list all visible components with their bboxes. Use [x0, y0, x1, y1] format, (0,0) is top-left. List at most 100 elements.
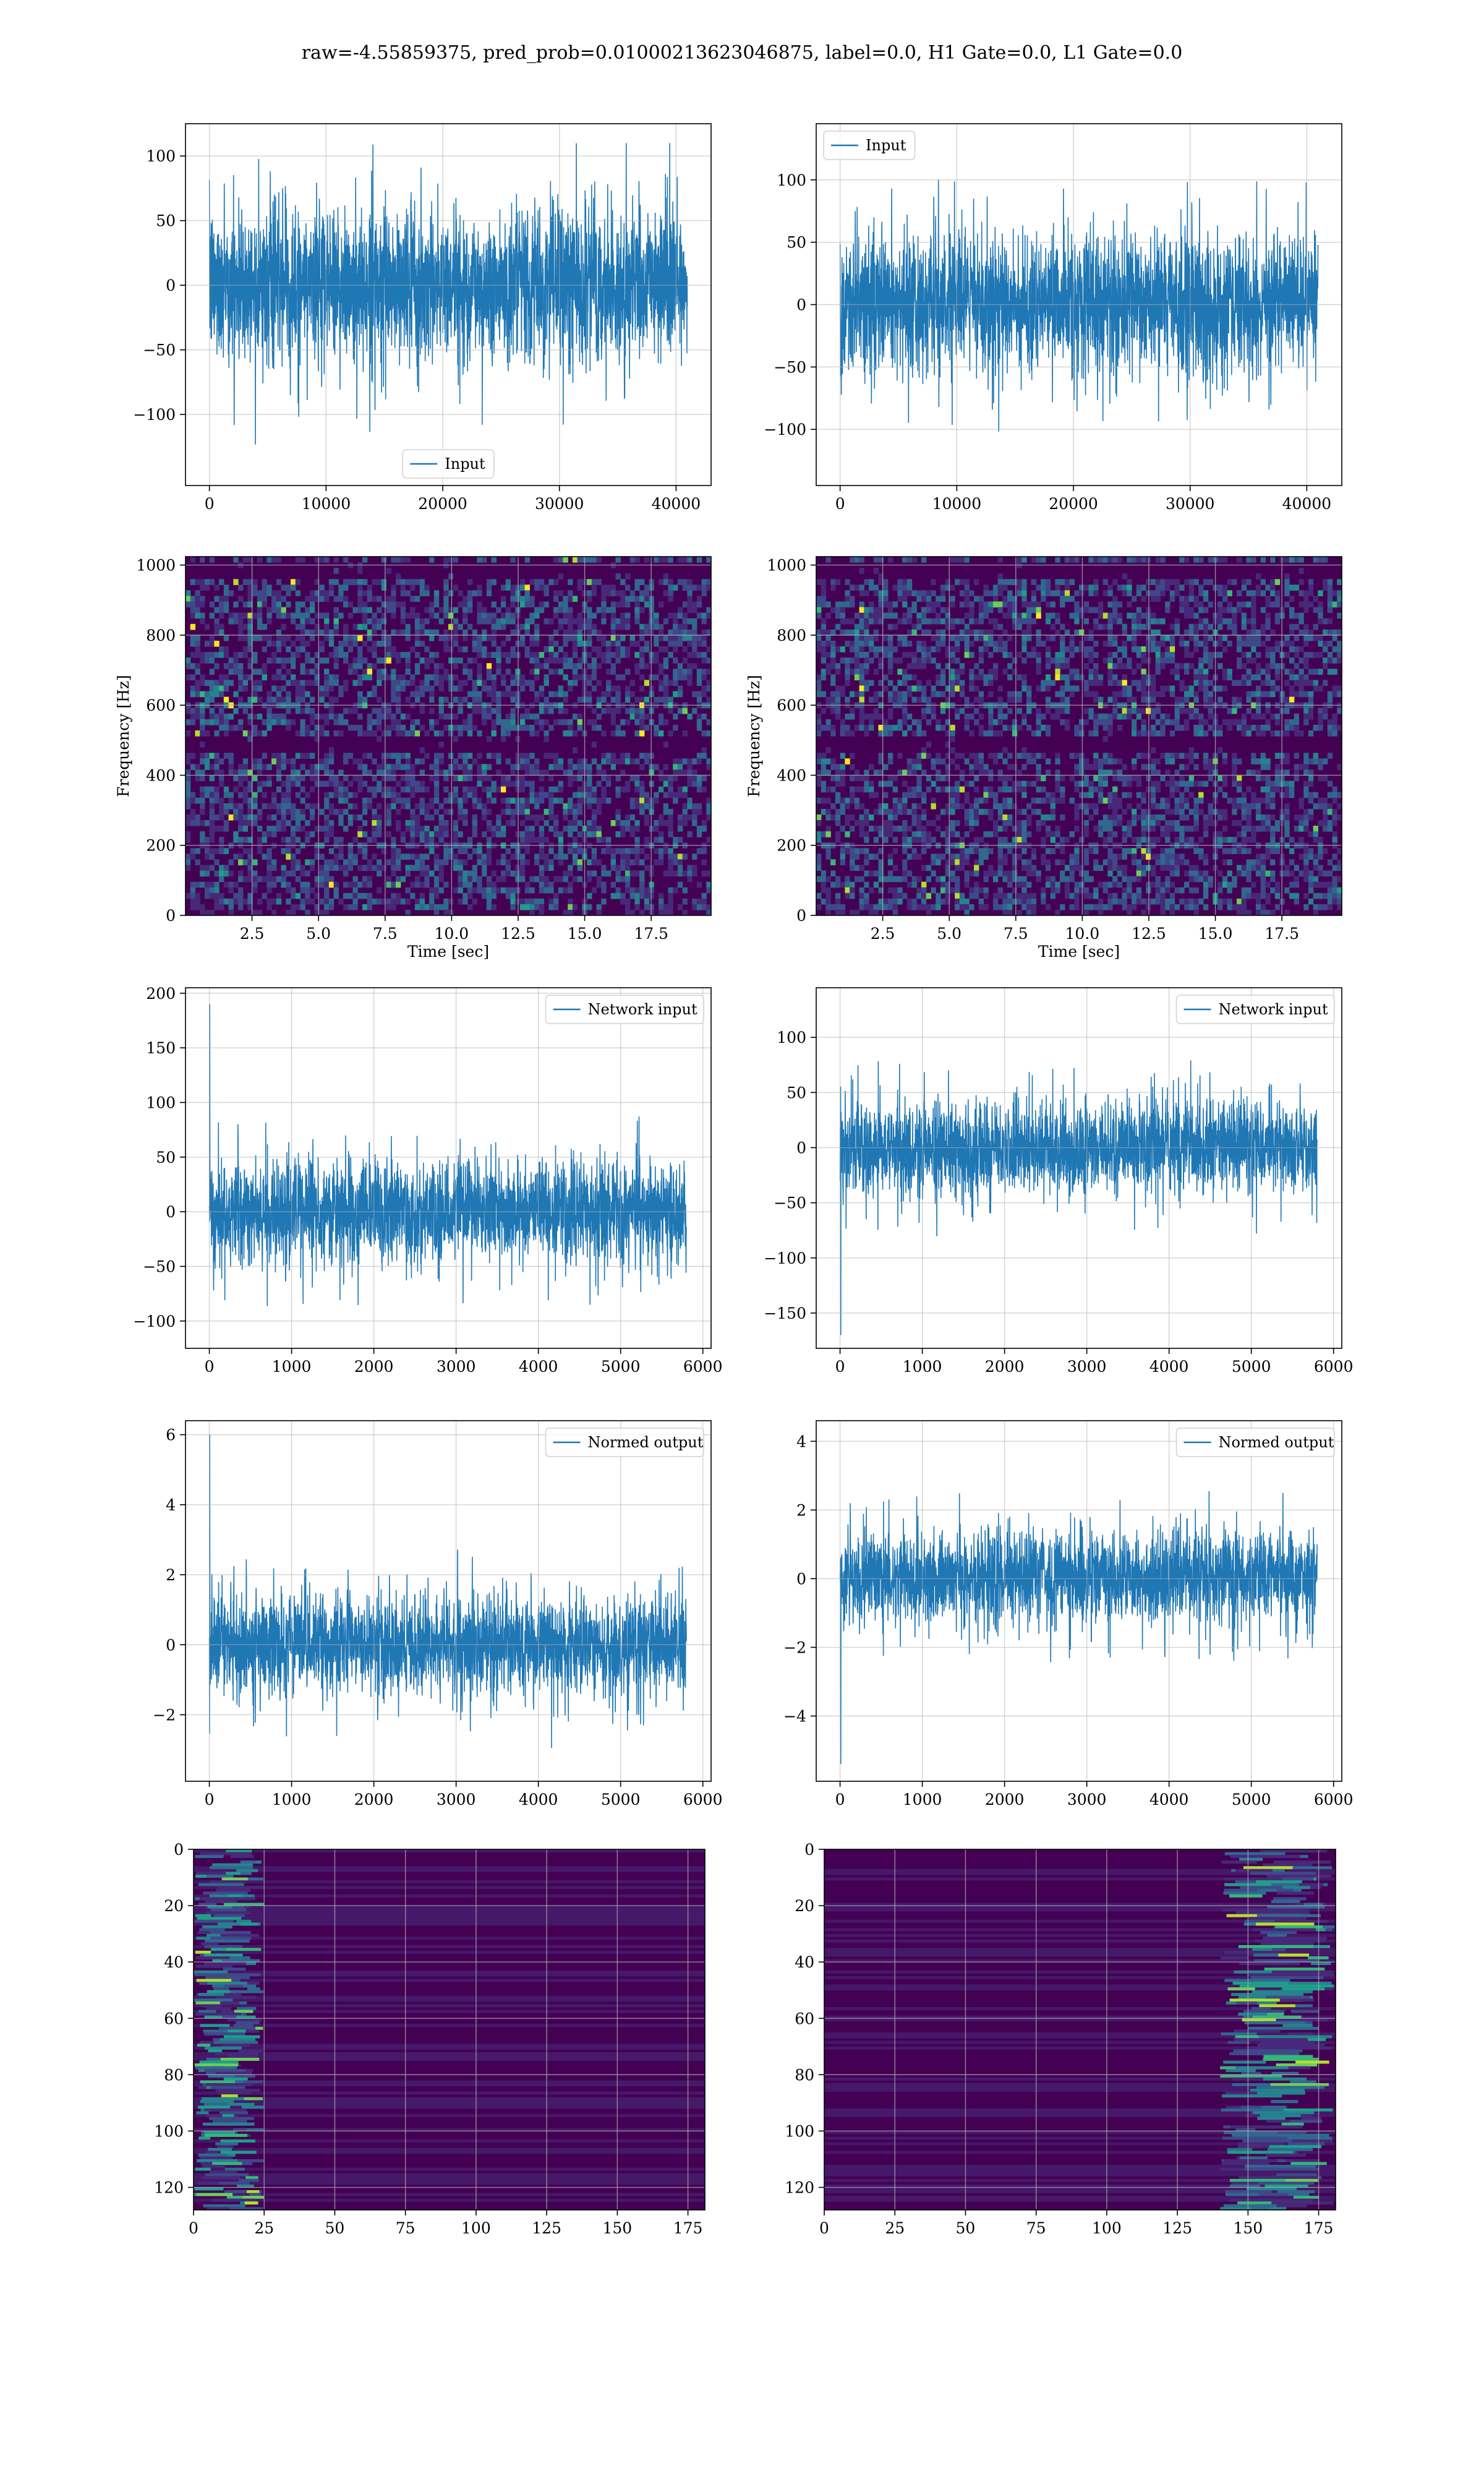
heatmap-cell	[333, 652, 339, 658]
heatmap-cell	[324, 753, 330, 759]
heatmap-cell	[544, 618, 549, 625]
heatmap-cell	[524, 680, 530, 687]
heatmap-cell	[424, 837, 430, 843]
heatmap-cell	[1074, 607, 1080, 614]
heatmap-cell	[1165, 646, 1171, 653]
heatmap-cell	[544, 859, 549, 866]
heatmap-cell	[601, 596, 607, 602]
heatmap-cell	[1323, 584, 1328, 591]
heatmap-cell	[286, 792, 291, 798]
heatmap-cell	[519, 685, 526, 692]
heatmap-cell	[271, 640, 277, 647]
heatmap-cell	[940, 590, 946, 597]
heatmap-cell	[319, 909, 325, 915]
heatmap-cell	[897, 669, 903, 675]
heatmap-cell	[955, 635, 960, 641]
heatmap-cell	[1274, 640, 1281, 647]
heatmap-cell	[482, 865, 487, 871]
heatmap-cell	[873, 646, 879, 653]
heatmap-cell	[1141, 646, 1146, 653]
heatmap-cell	[309, 596, 315, 602]
heatmap-cell	[878, 601, 884, 608]
heatmap-cell	[223, 881, 229, 888]
heatmap-cell	[1055, 674, 1060, 680]
heatmap-cell	[477, 764, 482, 770]
heatmap-cell	[601, 691, 607, 698]
heatmap-cell	[267, 814, 272, 821]
heatmap-cell	[314, 909, 320, 915]
heatmap-cell	[209, 691, 215, 698]
heatmap-cell	[610, 753, 616, 759]
heatmap-cell	[482, 612, 487, 619]
heatmap-cell	[419, 837, 425, 843]
heatmap-cell	[453, 640, 459, 647]
heatmap-cell	[333, 612, 339, 619]
heatmap-cell	[209, 865, 215, 871]
heatmap-cell	[286, 786, 291, 793]
heatmap-cell	[563, 596, 568, 602]
heatmap-cell	[328, 674, 335, 680]
heatmap-cell	[835, 601, 841, 608]
heatmap-cell	[563, 629, 568, 636]
heatmap-cell	[878, 612, 884, 619]
heatmap-cell	[319, 629, 325, 636]
heatmap-cell	[333, 792, 339, 798]
heatmap-cell	[983, 674, 989, 680]
heatmap-cell	[367, 753, 372, 759]
heatmap-cell	[1098, 680, 1104, 687]
heatmap-cell	[534, 904, 540, 910]
heatmap-cell	[644, 590, 650, 597]
heatmap-cell	[563, 708, 568, 714]
heatmap-cell	[319, 781, 325, 787]
heatmap-cell	[558, 719, 564, 726]
heatmap-cell	[377, 719, 382, 726]
heatmap-cell	[219, 652, 224, 658]
heatmap-cell	[1074, 629, 1080, 636]
heatmap-cell	[553, 820, 559, 826]
heatmap-cell	[519, 758, 526, 764]
heatmap-cell	[955, 557, 960, 563]
heatmap-cell	[281, 623, 286, 630]
heatmap-cell	[501, 680, 506, 687]
heatmap-cell	[568, 764, 573, 770]
heatmap-cell	[209, 601, 215, 608]
heatmap-cell	[840, 657, 845, 664]
heatmap-cell	[587, 691, 592, 698]
heatmap-cell	[195, 764, 200, 770]
heatmap-cell	[577, 612, 582, 619]
heatmap-cell	[410, 764, 416, 770]
heatmap-cell	[906, 663, 913, 669]
heatmap-cell	[372, 629, 377, 636]
heatmap-cell	[443, 669, 449, 675]
heatmap-cell	[988, 618, 994, 625]
heatmap-cell	[372, 837, 377, 843]
heatmap-cell	[696, 691, 702, 698]
heatmap-cell	[233, 837, 239, 843]
heatmap-cell	[1045, 657, 1051, 664]
heatmap-cell	[276, 786, 282, 793]
heatmap-cell	[1060, 652, 1065, 658]
heatmap-cell	[1208, 696, 1213, 703]
heatmap-cell	[548, 797, 554, 804]
heatmap-cell	[324, 557, 330, 563]
heatmap-cell	[1055, 657, 1060, 664]
heatmap-cell	[410, 837, 416, 843]
heatmap-cell	[242, 859, 249, 866]
heatmap-cell	[568, 612, 573, 619]
heatmap-cell	[558, 607, 564, 614]
heatmap-cell	[223, 803, 229, 810]
heatmap-cell	[668, 590, 673, 597]
heatmap-cell	[472, 708, 477, 714]
heatmap-cell	[343, 786, 349, 793]
heatmap-cell	[1112, 713, 1118, 720]
heatmap-cell	[1122, 713, 1127, 720]
heatmap-cell	[821, 640, 827, 647]
heatmap-cell	[524, 590, 530, 597]
heatmap-cell	[1088, 691, 1094, 698]
heatmap-cell	[620, 618, 626, 625]
heatmap-cell	[974, 663, 979, 669]
heatmap-cell	[257, 781, 263, 787]
heatmap-cell	[682, 601, 688, 608]
heatmap-cell	[333, 646, 339, 653]
heatmap-cell	[610, 629, 616, 636]
